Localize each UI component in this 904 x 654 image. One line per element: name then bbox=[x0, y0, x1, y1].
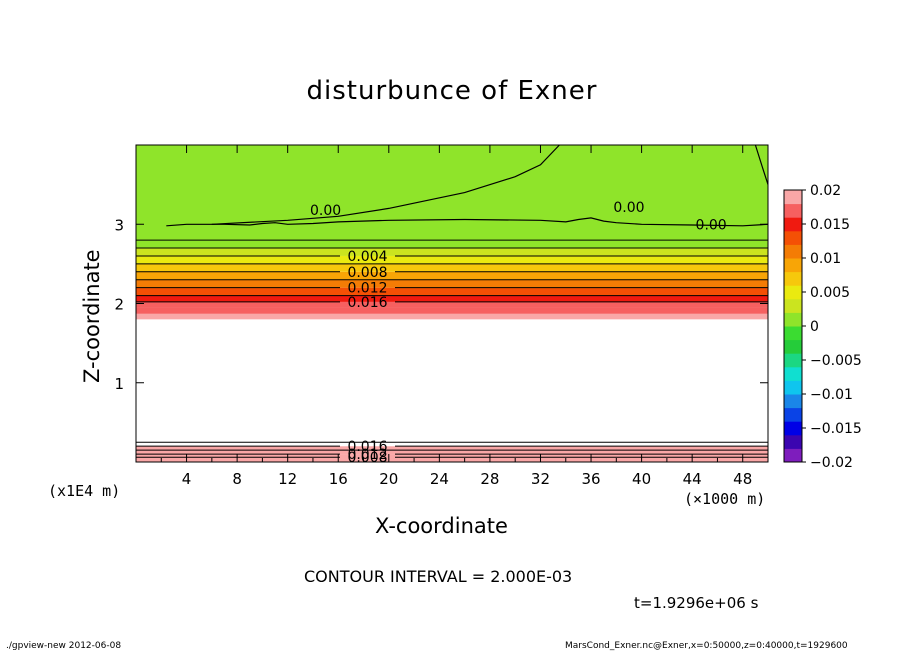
x-tick-label: 44 bbox=[683, 470, 702, 488]
fill-band bbox=[136, 279, 768, 288]
fill-band bbox=[136, 255, 768, 264]
fill-band bbox=[136, 439, 768, 447]
fill-band bbox=[136, 263, 768, 272]
colorbar-swatch bbox=[784, 353, 802, 368]
colorbar-tick-label: 0.015 bbox=[810, 217, 850, 233]
x-tick-label: 48 bbox=[733, 470, 752, 488]
colorbar-tick-label: 0.02 bbox=[810, 183, 841, 199]
colorbar-swatch bbox=[784, 203, 802, 218]
colorbar-swatch bbox=[784, 434, 802, 449]
footer-left-text: ./gpview-new 2012-06-08 bbox=[6, 641, 122, 651]
x-tick-label: 24 bbox=[430, 470, 449, 488]
fill-band bbox=[136, 313, 768, 320]
colorbar-swatch bbox=[784, 448, 802, 463]
colorbar-tick-label: 0 bbox=[810, 319, 819, 335]
colorbar: 0.02 0.015 0.01 0.005 0 −0.005 −0.01 −0.015 −0.0… bbox=[783, 183, 862, 471]
contour-label: 0.012 bbox=[347, 281, 387, 297]
x-tick-label: 16 bbox=[329, 470, 348, 488]
contour-interval-text: CONTOUR INTERVAL = 2.000E-03 bbox=[304, 567, 573, 586]
x-tick-label: 4 bbox=[182, 470, 192, 488]
fill-band bbox=[136, 240, 768, 249]
x-tick-label: 8 bbox=[232, 470, 242, 488]
y-axis-label: Z-coordinate bbox=[80, 249, 104, 383]
fill-band bbox=[136, 271, 768, 280]
fill-band bbox=[136, 301, 768, 308]
y-axis-unit: (x1E4 m) bbox=[48, 482, 121, 500]
x-tick-label: 28 bbox=[480, 470, 499, 488]
colorbar-tick-label: −0.005 bbox=[810, 353, 862, 369]
colorbar-swatch bbox=[784, 407, 802, 422]
colorbar-swatch bbox=[784, 217, 802, 232]
colorbar-swatch bbox=[784, 271, 802, 286]
y-tick-label: 2 bbox=[114, 296, 124, 314]
y-tick-label: 3 bbox=[114, 216, 124, 234]
colorbar-tick-label: −0.02 bbox=[810, 455, 853, 471]
zero-contour-label: 0.00 bbox=[696, 217, 727, 233]
x-axis-unit: (×1000 m) bbox=[684, 490, 766, 508]
x-tick-label: 40 bbox=[632, 470, 651, 488]
x-tick-label: 20 bbox=[379, 470, 398, 488]
fill-band bbox=[136, 248, 768, 256]
colorbar-swatch bbox=[784, 230, 802, 245]
zero-contour-label: 0.00 bbox=[613, 200, 644, 216]
colorbar-swatch bbox=[784, 312, 802, 327]
fill-band bbox=[136, 287, 768, 296]
colorbar-swatch bbox=[784, 244, 802, 259]
colorbar-swatch bbox=[784, 326, 802, 341]
fill-band bbox=[136, 145, 768, 241]
x-tick-label: 32 bbox=[531, 470, 550, 488]
contour-label: 0.016 bbox=[347, 295, 387, 311]
colorbar-swatch bbox=[784, 258, 802, 273]
colorbar-tick-label: −0.01 bbox=[810, 387, 853, 403]
contour-label: 0.012 bbox=[347, 447, 387, 463]
fill-band bbox=[136, 295, 768, 302]
colorbar-tick-label: 0.01 bbox=[810, 251, 841, 267]
footer-right-text: MarsCond_Exner.nc@Exner,x=0:50000,z=0:40… bbox=[565, 641, 848, 651]
zero-contour-upper bbox=[211, 144, 560, 225]
colorbar-swatch bbox=[784, 366, 802, 381]
colorbar-swatch bbox=[784, 298, 802, 313]
chart-title: disturbunce of Exner bbox=[306, 76, 598, 106]
colorbar-tick-label: −0.015 bbox=[810, 421, 862, 437]
x-tick-label: 12 bbox=[278, 470, 297, 488]
colorbar-swatch bbox=[784, 285, 802, 300]
colorbar-swatch bbox=[784, 380, 802, 395]
zero-contour-edge bbox=[754, 144, 769, 185]
fill-band bbox=[136, 454, 768, 462]
contour-label: 0.008 bbox=[347, 265, 387, 281]
colorbar-swatch bbox=[784, 190, 802, 205]
colorbar-swatch bbox=[784, 339, 802, 354]
colorbar-tick-label: 0.005 bbox=[810, 285, 850, 301]
x-axis-label: X-coordinate bbox=[375, 514, 508, 538]
fill-band bbox=[136, 319, 768, 440]
colorbar-swatch bbox=[784, 421, 802, 436]
fill-band bbox=[136, 307, 768, 314]
contour-label: 0.004 bbox=[347, 249, 387, 265]
zero-contour bbox=[166, 217, 769, 227]
x-tick-label: 36 bbox=[581, 470, 600, 488]
y-tick-label: 1 bbox=[114, 375, 124, 393]
contour-label: 0.016 bbox=[347, 439, 387, 455]
zero-contour-label: 0.00 bbox=[310, 203, 341, 219]
time-stamp-text: t=1.9296e+06 s bbox=[634, 594, 759, 612]
colorbar-swatch bbox=[784, 394, 802, 409]
